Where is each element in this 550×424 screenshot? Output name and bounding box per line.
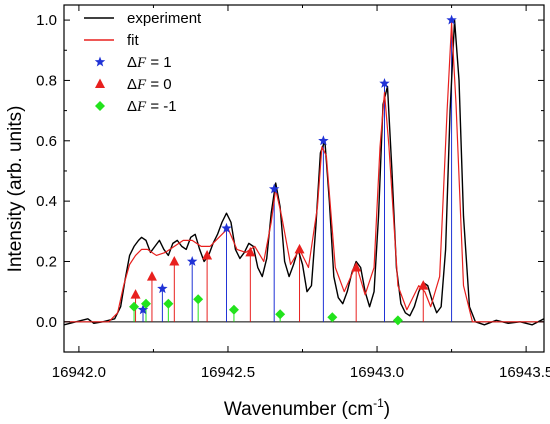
y-tick-label-5: 1.0	[36, 12, 57, 29]
plot-frame	[63, 4, 545, 353]
y-tick-label-2: 0.4	[36, 193, 57, 210]
marker-dF0-1	[146, 271, 157, 281]
marker-dFm1-3	[193, 294, 204, 305]
marker-dF1-5	[318, 135, 329, 146]
legend-label-experiment: experiment	[127, 10, 202, 27]
legend-item-experiment: experiment	[84, 10, 202, 27]
marker-dF1-0	[137, 304, 149, 315]
y-tick-label-3: 0.6	[36, 133, 57, 150]
legend-swatch-dFm1	[95, 101, 105, 111]
marker-dF0-6	[351, 262, 362, 272]
x-tick-label-3: 16943.5	[499, 364, 550, 381]
marker-dF0-5	[294, 243, 305, 254]
x-tick-label-2: 16943.0	[350, 364, 404, 381]
y-tick-label-0: 0.0	[36, 314, 57, 331]
legend-label-dF0: ΔF = 0	[127, 76, 172, 93]
marker-dF1-6	[379, 77, 390, 88]
marker-dF0-4	[245, 246, 256, 257]
marker-dF1-1	[157, 283, 168, 294]
legend-item-dF0: ΔF = 0	[95, 76, 172, 93]
marker-dFm1-2	[163, 298, 174, 309]
marker-dFm1-5	[275, 309, 286, 320]
marker-dF1-7	[446, 14, 457, 25]
y-axis-title: Intensity (arb. units)	[5, 106, 26, 273]
marker-dF1-2	[186, 255, 198, 266]
x-axis-title: Wavenumber (cm-1)	[224, 396, 390, 420]
marker-dF1-4	[268, 183, 280, 194]
marker-dF0-7	[418, 280, 429, 290]
marker-dFm1-4	[228, 304, 239, 315]
legend-item-dFm1: ΔF = -1	[95, 98, 177, 115]
legend-label-dFm1: ΔF = -1	[127, 98, 177, 115]
x-tick-label-0: 16942.0	[52, 364, 106, 381]
marker-dFm1-7	[392, 315, 403, 326]
legend-swatch-dF1	[94, 56, 106, 67]
series-line-experiment	[64, 19, 544, 326]
x-tick-label-1: 16942.5	[201, 364, 255, 381]
legend: experiment fit ΔF = 1 ΔF = 0 ΔF = -1	[84, 10, 202, 115]
marker-dFm1-6	[327, 312, 338, 323]
marks-layer	[64, 14, 544, 326]
marker-dF0-2	[169, 255, 180, 266]
legend-label-fit: fit	[127, 32, 140, 49]
marker-dF0-0	[130, 289, 141, 299]
axes-layer: 16942.0 16942.5 16943.0 16943.5 0.0 0.2 0.4 0.6…	[36, 4, 550, 381]
marker-dF0-3	[202, 249, 213, 260]
marker-dF1-3	[221, 222, 232, 233]
marker-dFm1-0	[129, 301, 140, 312]
y-tick-label-1: 0.2	[36, 253, 57, 270]
marker-dFm1-1	[140, 298, 151, 309]
series-line-fit	[64, 22, 544, 323]
legend-label-dF1: ΔF = 1	[127, 54, 172, 71]
legend-item-fit: fit	[84, 32, 140, 49]
legend-swatch-dF0	[95, 78, 105, 88]
legend-item-dF1: ΔF = 1	[94, 54, 172, 71]
y-tick-label-4: 0.8	[36, 72, 57, 89]
